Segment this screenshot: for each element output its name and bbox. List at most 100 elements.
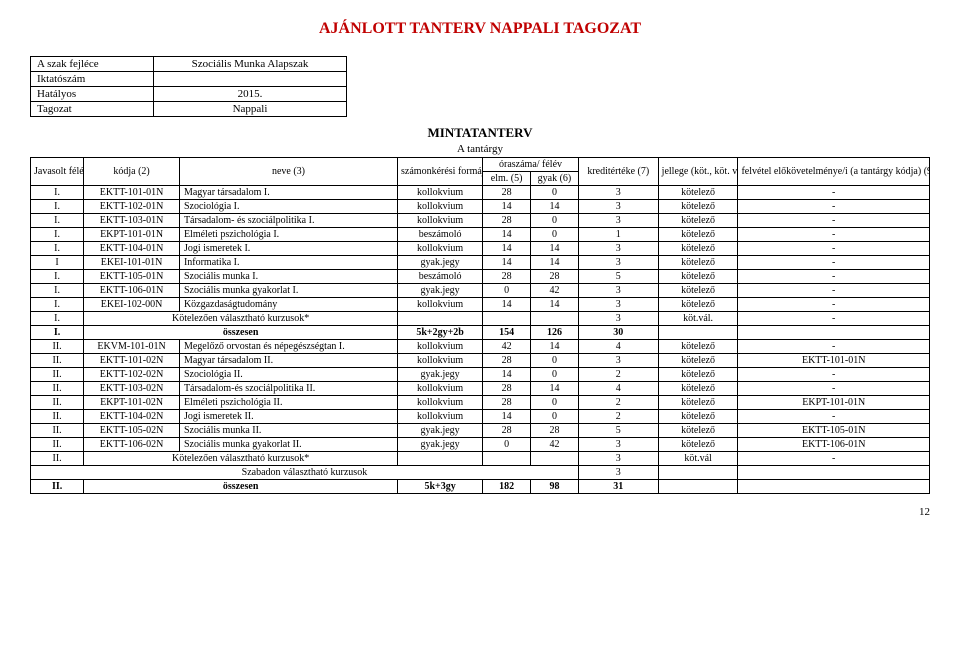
- cell: gyak.jegy: [398, 424, 483, 438]
- meta-table: A szak fejléceSzociális Munka AlapszakIk…: [30, 56, 347, 117]
- cell: Közgazdaságtudomány: [179, 298, 397, 312]
- cell: -: [738, 228, 930, 242]
- cell: Szociális munka II.: [179, 424, 397, 438]
- table-row: I.EKTT-106-01NSzociális munka gyakorlat …: [31, 284, 930, 298]
- cell: kötelező: [658, 368, 738, 382]
- cell: kötelező: [658, 228, 738, 242]
- subheading: MINTATANTERV: [30, 125, 930, 141]
- cell: -: [738, 452, 930, 466]
- cell: 0: [531, 396, 579, 410]
- cell: 0: [531, 354, 579, 368]
- cell: Szociológia I.: [179, 200, 397, 214]
- cell: Szociális munka gyakorlat I.: [179, 284, 397, 298]
- meta-label: Iktatószám: [31, 72, 154, 87]
- cell: 3: [578, 438, 658, 452]
- cell: kötelező: [658, 284, 738, 298]
- cell: Magyar társadalom I.: [179, 186, 397, 200]
- cell-name: Szabadon választható kurzusok: [31, 466, 579, 480]
- cell: 28: [483, 382, 531, 396]
- cell: II.: [31, 340, 84, 354]
- cell: [738, 480, 930, 494]
- cell: I.: [31, 284, 84, 298]
- cell: I.: [31, 242, 84, 256]
- cell: EKTT-104-02N: [84, 410, 180, 424]
- cell: 14: [531, 200, 579, 214]
- cell: Szociológia II.: [179, 368, 397, 382]
- table-row: IEKEI-101-01NInformatika I.gyak.jegy1414…: [31, 256, 930, 270]
- table-row: II.EKTT-102-02NSzociológia II.gyak.jegy1…: [31, 368, 930, 382]
- hdr-semester: Javasolt félév (1): [31, 158, 84, 186]
- cell: I.: [31, 200, 84, 214]
- cell: kötelező: [658, 410, 738, 424]
- cell: EKTT-106-01N: [738, 438, 930, 452]
- table-row: I.EKTT-103-01NTársadalom- és szociálpoli…: [31, 214, 930, 228]
- cell-sem: I.: [31, 312, 84, 326]
- hdr-prereq: felvétel előkövetelménye/i (a tantárgy k…: [738, 158, 930, 186]
- cell-name: Kötelezően választható kurzusok*: [84, 452, 398, 466]
- cell: kollokvium: [398, 186, 483, 200]
- table-row: I.Kötelezően választható kurzusok*3köt.v…: [31, 312, 930, 326]
- table-row: II.EKPT-101-02NElméleti pszichológia II.…: [31, 396, 930, 410]
- cell: kötelező: [658, 396, 738, 410]
- page-title: AJÁNLOTT TANTERV NAPPALI TAGOZAT: [30, 20, 930, 38]
- cell: gyak.jegy: [398, 256, 483, 270]
- cell: Elméleti pszichológia II.: [179, 396, 397, 410]
- cell: 3: [578, 186, 658, 200]
- cell: EKTT-102-01N: [84, 200, 180, 214]
- cell: kollokvium: [398, 340, 483, 354]
- cell: EKTT-106-02N: [84, 438, 180, 452]
- cell: Jogi ismeretek I.: [179, 242, 397, 256]
- cell: 5k+3gy: [398, 480, 483, 494]
- cell: EKTT-102-02N: [84, 368, 180, 382]
- cell-name: összesen: [84, 480, 398, 494]
- cell: kollokvium: [398, 200, 483, 214]
- cell: -: [738, 214, 930, 228]
- cell: [398, 452, 483, 466]
- cell: 14: [531, 256, 579, 270]
- cell: kollokvium: [398, 354, 483, 368]
- table-row: I.EKTT-101-01NMagyar társadalom I.kollok…: [31, 186, 930, 200]
- cell: Elméleti pszichológia I.: [179, 228, 397, 242]
- cell: EKTT-104-01N: [84, 242, 180, 256]
- cell: kollokvium: [398, 214, 483, 228]
- table-row: I.EKPT-101-01NElméleti pszichológia I.be…: [31, 228, 930, 242]
- cell: -: [738, 368, 930, 382]
- cell-sem: II.: [31, 452, 84, 466]
- cell: EKTT-101-01N: [738, 354, 930, 368]
- cell-sem: II.: [31, 480, 84, 494]
- cell: II.: [31, 424, 84, 438]
- cell: 0: [531, 214, 579, 228]
- cell: 28: [483, 186, 531, 200]
- cell: 28: [483, 396, 531, 410]
- cell: I.: [31, 298, 84, 312]
- hdr-type: jellege (köt., köt. vál.) (8): [658, 158, 738, 186]
- cell: EKTT-101-01N: [84, 186, 180, 200]
- cell: EKEI-101-01N: [84, 256, 180, 270]
- hdr-credit: kreditértéke (7): [578, 158, 658, 186]
- cell: 3: [578, 200, 658, 214]
- hdr-gyak: gyak (6): [531, 172, 579, 186]
- cell: 3: [578, 214, 658, 228]
- cell: 5: [578, 270, 658, 284]
- cell: [738, 466, 930, 480]
- cell: EKTT-105-01N: [84, 270, 180, 284]
- cell: 3: [578, 256, 658, 270]
- cell: EKPT-101-02N: [84, 396, 180, 410]
- cell: EKTT-103-01N: [84, 214, 180, 228]
- cell: EKTT-105-01N: [738, 424, 930, 438]
- cell: kötelező: [658, 242, 738, 256]
- meta-label: Tagozat: [31, 102, 154, 117]
- cell: Jogi ismeretek II.: [179, 410, 397, 424]
- cell: 126: [531, 326, 579, 340]
- cell: kötelező: [658, 340, 738, 354]
- cell: -: [738, 284, 930, 298]
- table-row: I.EKTT-104-01NJogi ismeretek I.kollokviu…: [31, 242, 930, 256]
- cell: kötelező: [658, 298, 738, 312]
- cell: 3: [578, 312, 658, 326]
- cell: [658, 480, 738, 494]
- cell: 2: [578, 410, 658, 424]
- meta-value: [154, 72, 347, 87]
- cell: kötelező: [658, 270, 738, 284]
- cell: [658, 466, 738, 480]
- cell: 3: [578, 466, 658, 480]
